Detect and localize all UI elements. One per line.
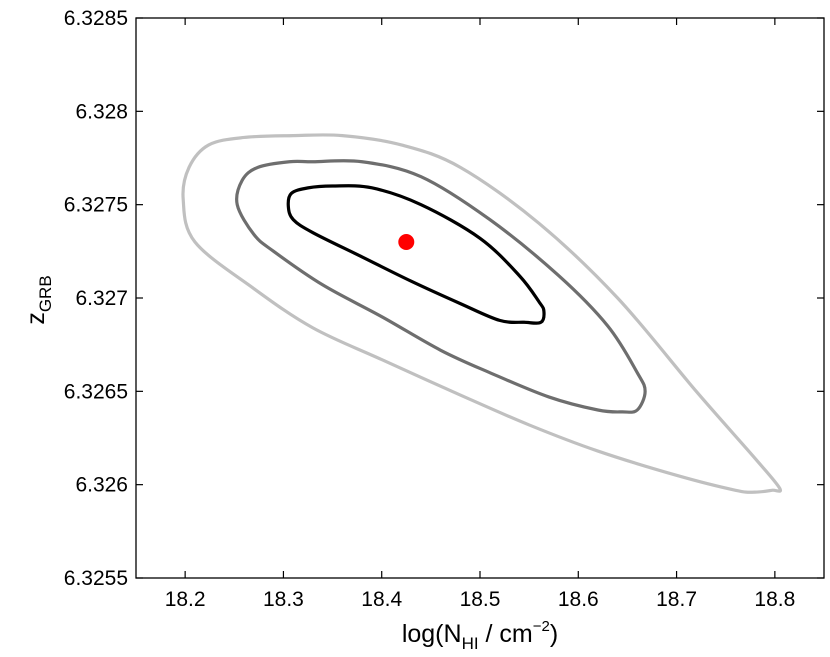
- y-tick-label: 6.3285: [64, 7, 128, 30]
- contour-line-3: [286, 184, 546, 325]
- y-tick-label: 6.3265: [64, 380, 128, 403]
- best-fit-layer: [398, 234, 415, 250]
- x-tick-label: 18.7: [656, 588, 697, 611]
- y-tick-label: 6.3275: [64, 194, 128, 217]
- y-axis-ticks: 6.3255 6.326 6.3265 6.327 6.3275 6.328 6.3285: [64, 7, 824, 590]
- x-tick-label: 18.2: [165, 588, 206, 611]
- x-tick-label: 18.8: [754, 588, 795, 611]
- plot-frame: [135, 17, 825, 579]
- y-tick-label: 6.328: [75, 100, 128, 123]
- x-axis-label: log(NHI / cm−2): [402, 618, 558, 652]
- x-tick-label: 18.5: [460, 588, 501, 611]
- x-axis-ticks: 18.2 18.3 18.4 18.5 18.6 18.7 18.8: [165, 18, 795, 611]
- y-tick-label: 6.326: [75, 474, 128, 497]
- best-fit-point: [398, 234, 415, 250]
- x-tick-label: 18.6: [558, 588, 599, 611]
- y-tick-label: 6.3255: [64, 567, 128, 590]
- x-tick-label: 18.3: [263, 588, 304, 611]
- contour-line-2: [235, 159, 647, 414]
- x-tick-label: 18.4: [361, 588, 402, 611]
- y-axis-label: zGRB: [22, 275, 55, 324]
- contour-line-1: [181, 133, 782, 494]
- y-tick-label: 6.327: [75, 287, 128, 310]
- contour-layer: [181, 133, 782, 494]
